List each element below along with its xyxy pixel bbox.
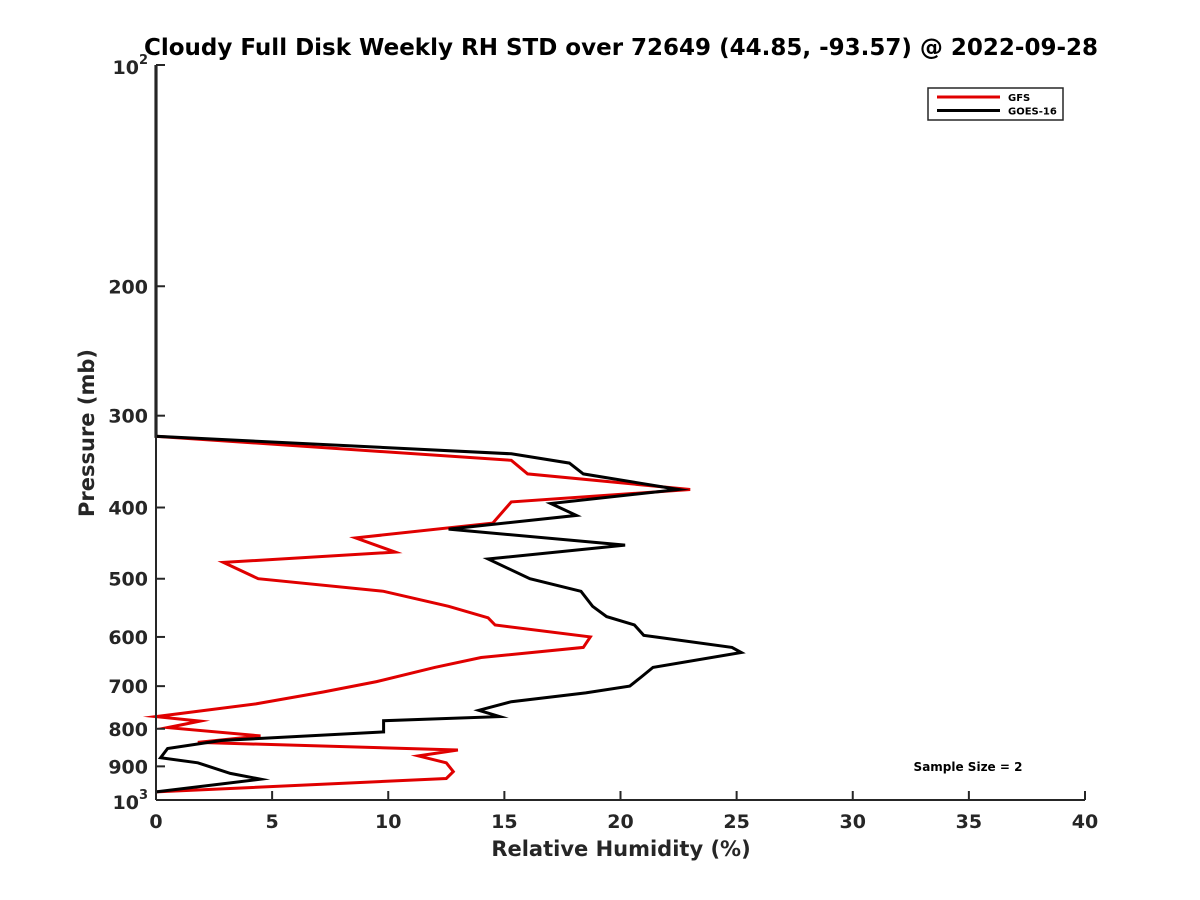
y-tick-label: 600 bbox=[108, 627, 148, 649]
x-tick-label: 35 bbox=[956, 811, 982, 833]
x-tick-label: 30 bbox=[840, 811, 866, 833]
y-tick-label: 900 bbox=[108, 756, 148, 778]
series-line-goes-16 bbox=[154, 65, 746, 794]
y-tick-label: 310 bbox=[113, 788, 148, 814]
x-tick-label: 5 bbox=[266, 811, 279, 833]
plot-background bbox=[156, 65, 1085, 800]
y-tick-exponent: 2 bbox=[139, 53, 148, 68]
x-tick-label: 20 bbox=[607, 811, 633, 833]
y-tick-exponent: 3 bbox=[139, 788, 148, 803]
y-tick-label: 700 bbox=[108, 676, 148, 698]
legend-box bbox=[927, 87, 1064, 121]
y-tick-label: 210 bbox=[113, 53, 148, 79]
x-tick-label: 10 bbox=[375, 811, 401, 833]
y-tick-base: 10 bbox=[113, 792, 139, 814]
x-axis-label: Relative Humidity (%) bbox=[491, 837, 750, 861]
legend: GFS GOES-16 bbox=[927, 87, 1064, 121]
y-tick-label: 500 bbox=[108, 569, 148, 591]
y-tick-label: 200 bbox=[108, 276, 148, 298]
legend-label: GOES-16 bbox=[1008, 107, 1057, 118]
y-tick-base: 10 bbox=[113, 57, 139, 79]
chart-title: Cloudy Full Disk Weekly RH STD over 7264… bbox=[144, 35, 1098, 61]
legend-label: GFS bbox=[1008, 93, 1030, 104]
x-tick-label: 40 bbox=[1072, 811, 1098, 833]
x-tick-label: 15 bbox=[491, 811, 517, 833]
plot-area bbox=[156, 65, 1085, 800]
y-tick-label: 300 bbox=[108, 406, 148, 428]
series-layer bbox=[142, 65, 746, 794]
sample-size-annotation: Sample Size = 2 bbox=[914, 760, 1023, 774]
y-tick-label: 400 bbox=[108, 498, 148, 520]
x-tick-label: 25 bbox=[723, 811, 749, 833]
x-tick-label: 0 bbox=[149, 811, 162, 833]
series-line-gfs bbox=[142, 65, 691, 794]
y-tick-label: 800 bbox=[108, 719, 148, 741]
y-axis-label: Pressure (mb) bbox=[75, 349, 99, 517]
axes-layer: 0 5 10 15 20 25 30 35 40210200300400500600700800… bbox=[108, 53, 1098, 833]
